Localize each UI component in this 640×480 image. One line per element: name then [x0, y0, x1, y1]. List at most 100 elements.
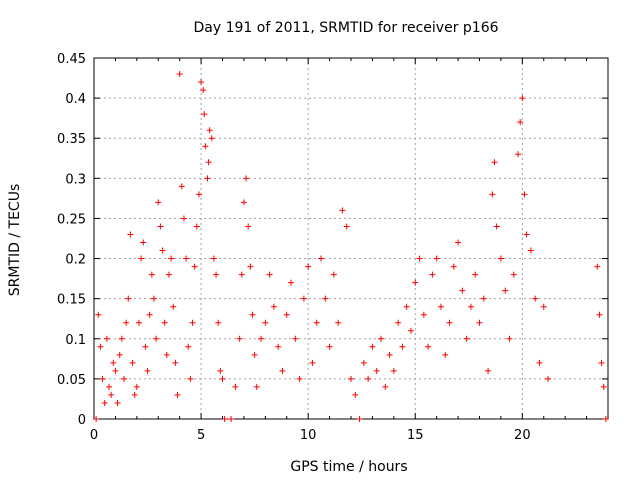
- data-point: [144, 367, 151, 374]
- data-point: [103, 335, 110, 342]
- data-point: [204, 175, 211, 182]
- data-point: [407, 327, 414, 334]
- data-point: [420, 311, 427, 318]
- y-tick-label: 0.3: [65, 172, 86, 187]
- data-point: [172, 359, 179, 366]
- data-point: [116, 351, 123, 358]
- data-point: [270, 303, 277, 310]
- data-point: [485, 367, 492, 374]
- data-point: [168, 255, 175, 262]
- data-point: [266, 271, 273, 278]
- data-point: [330, 271, 337, 278]
- data-point: [459, 287, 466, 294]
- data-point: [493, 223, 500, 230]
- y-tick-label: 0.2: [65, 253, 86, 268]
- data-point: [114, 399, 121, 406]
- data-point: [97, 343, 104, 350]
- data-point: [502, 287, 509, 294]
- data-point: [540, 303, 547, 310]
- data-point: [480, 295, 487, 302]
- data-point: [519, 95, 526, 102]
- data-point: [110, 359, 117, 366]
- data-point: [221, 416, 228, 422]
- data-point: [163, 351, 170, 358]
- data-point: [213, 271, 220, 278]
- data-point: [339, 207, 346, 214]
- data-point: [373, 367, 380, 374]
- y-tick-label: 0.15: [57, 293, 86, 308]
- data-point: [191, 263, 198, 270]
- data-point: [517, 119, 524, 126]
- data-point: [497, 255, 504, 262]
- data-point: [395, 319, 402, 326]
- plot-frame: [93, 57, 609, 420]
- data-point: [202, 143, 209, 150]
- data-point: [142, 343, 149, 350]
- y-tick-label: 0.1: [65, 333, 86, 348]
- data-point: [249, 311, 256, 318]
- y-tick-label: 0.25: [57, 212, 86, 227]
- data-point: [403, 303, 410, 310]
- data-point: [108, 391, 115, 398]
- data-point: [247, 263, 254, 270]
- data-point: [515, 151, 522, 158]
- data-point: [352, 391, 359, 398]
- data-point: [356, 416, 363, 422]
- data-point: [150, 295, 157, 302]
- data-point: [157, 223, 164, 230]
- y-tick-label: 0.35: [57, 132, 86, 147]
- data-point: [598, 359, 605, 366]
- data-point: [305, 263, 312, 270]
- data-point: [155, 199, 162, 206]
- data-point: [472, 271, 479, 278]
- data-point: [232, 383, 239, 390]
- data-point: [489, 191, 496, 198]
- y-tick-label: 0.45: [57, 52, 86, 67]
- data-point: [125, 295, 132, 302]
- data-point: [189, 319, 196, 326]
- data-point: [210, 255, 217, 262]
- data-point: [183, 255, 190, 262]
- data-point: [195, 191, 202, 198]
- data-point: [360, 359, 367, 366]
- data-point: [174, 391, 181, 398]
- data-point: [433, 255, 440, 262]
- data-point: [253, 383, 260, 390]
- data-point: [369, 343, 376, 350]
- y-axis-label: SRMTID / TECUs: [7, 184, 23, 297]
- data-point: [300, 295, 307, 302]
- data-point: [243, 175, 250, 182]
- data-point: [131, 391, 138, 398]
- data-point: [95, 311, 102, 318]
- data-point: [180, 215, 187, 222]
- data-point: [178, 183, 185, 190]
- data-point: [140, 239, 147, 246]
- data-point: [429, 271, 436, 278]
- data-point: [129, 359, 136, 366]
- data-point: [596, 311, 603, 318]
- data-point: [161, 319, 168, 326]
- data-point: [326, 343, 333, 350]
- data-point: [510, 271, 517, 278]
- data-point: [545, 375, 552, 382]
- y-tick-label: 0.4: [65, 92, 86, 107]
- data-point: [521, 191, 528, 198]
- data-point: [491, 159, 498, 166]
- x-axis-label: GPS time / hours: [290, 459, 407, 475]
- data-point: [170, 303, 177, 310]
- data-point: [217, 367, 224, 374]
- data-point: [228, 416, 235, 422]
- data-point: [399, 343, 406, 350]
- data-point: [135, 319, 142, 326]
- data-point: [159, 247, 166, 254]
- data-point: [536, 359, 543, 366]
- data-point: [386, 351, 393, 358]
- data-point: [467, 303, 474, 310]
- data-point: [205, 159, 212, 166]
- data-point: [527, 247, 534, 254]
- grid: [94, 58, 608, 419]
- data-point: [118, 335, 125, 342]
- data-point: [343, 223, 350, 230]
- data-point: [437, 303, 444, 310]
